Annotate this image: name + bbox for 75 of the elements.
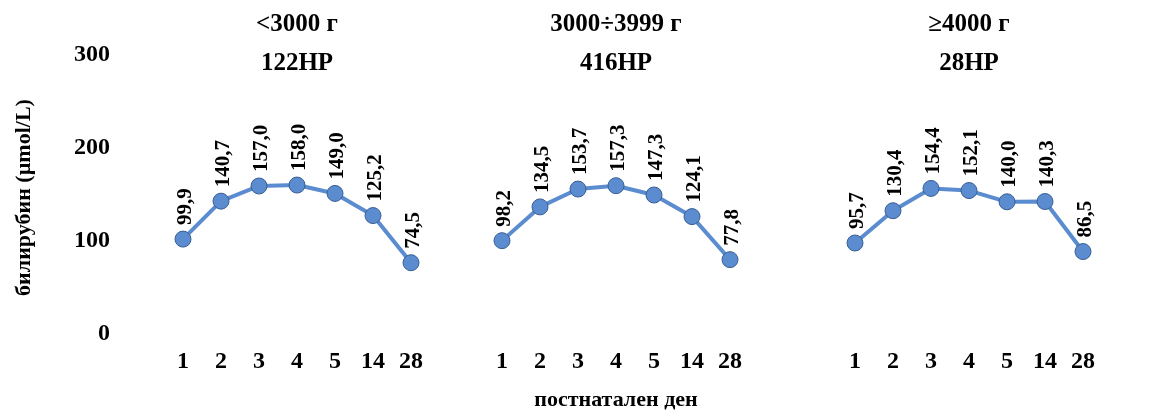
data-label: 157,0 (248, 124, 272, 172)
x-tick-label: 14 (680, 347, 704, 373)
point (493, 232, 511, 250)
y-axis-title: билирубин (µmol/L) (10, 99, 35, 296)
x-tick-label: 2 (215, 347, 227, 373)
x-tick-label: 14 (1033, 347, 1057, 373)
data-label: 77,8 (719, 208, 743, 246)
chart-subtitle: 28НР (939, 48, 999, 75)
x-tick-label: 4 (291, 347, 303, 373)
point (1036, 193, 1054, 211)
x-tick-label: 5 (648, 347, 660, 373)
point (998, 193, 1016, 211)
data-label: 140,7 (210, 139, 234, 188)
point (288, 176, 306, 194)
chart-title: ≥4000 г (928, 9, 1010, 36)
x-tick-label: 28 (399, 347, 423, 373)
x-tick-label: 3 (925, 347, 937, 373)
data-label: 153,7 (567, 127, 591, 176)
x-tick-label: 2 (887, 347, 899, 373)
x-tick-label: 28 (718, 347, 742, 373)
x-tick-label: 5 (1001, 347, 1013, 373)
y-tick-label: 300 (74, 40, 110, 67)
point (884, 202, 902, 220)
data-label: 98,2 (491, 189, 515, 227)
data-label: 152,1 (958, 129, 982, 177)
x-tick-label: 1 (849, 347, 861, 373)
data-label: 149,0 (324, 132, 348, 180)
point (212, 192, 230, 210)
chart-subtitle: 122НР (260, 48, 334, 75)
data-label: 140,3 (1034, 140, 1058, 188)
y-tick-label: 100 (74, 226, 110, 253)
x-tick-label: 4 (963, 347, 975, 373)
data-label: 157,3 (605, 124, 629, 172)
x-tick-label: 14 (361, 347, 385, 373)
y-tick-label: 0 (98, 319, 110, 346)
data-label: 99,9 (172, 188, 196, 226)
data-label: 86,5 (1072, 200, 1096, 238)
chart-title: <3000 г (256, 9, 338, 36)
x-tick-label: 1 (496, 347, 508, 373)
point (846, 234, 864, 252)
x-tick-label: 2 (534, 347, 546, 373)
data-label: 74,5 (400, 211, 424, 249)
data-label: 140,0 (996, 140, 1020, 188)
data-label: 154,4 (920, 126, 944, 175)
point (531, 198, 549, 216)
point (250, 177, 268, 195)
point (721, 251, 739, 269)
x-tick-label: 3 (572, 347, 584, 373)
data-label: 147,3 (643, 133, 667, 182)
y-tick-label: 200 (74, 133, 110, 160)
data-label: 158,0 (286, 123, 310, 172)
point (922, 179, 940, 197)
x-tick-label: 28 (1071, 347, 1095, 373)
point (645, 186, 663, 204)
point (1074, 243, 1092, 261)
point (326, 184, 344, 202)
data-label: 95,7 (844, 192, 868, 229)
data-label: 130,4 (882, 148, 906, 197)
x-tick-label: 1 (177, 347, 189, 373)
x-tick-label: 5 (329, 347, 341, 373)
point (569, 180, 587, 198)
point (960, 182, 978, 200)
chart-subtitle: 416НР (579, 48, 653, 75)
point (402, 254, 420, 272)
data-label: 125,2 (362, 154, 386, 202)
x-axis-title: постнатален ден (534, 386, 699, 411)
data-label: 134,5 (529, 145, 553, 193)
point (364, 207, 382, 225)
point (174, 230, 192, 248)
x-tick-label: 4 (610, 347, 622, 373)
point (607, 177, 625, 195)
data-label: 124,1 (681, 155, 705, 203)
x-tick-label: 3 (253, 347, 265, 373)
point (683, 208, 701, 226)
chart-title: 3000÷3999 г (550, 9, 682, 36)
